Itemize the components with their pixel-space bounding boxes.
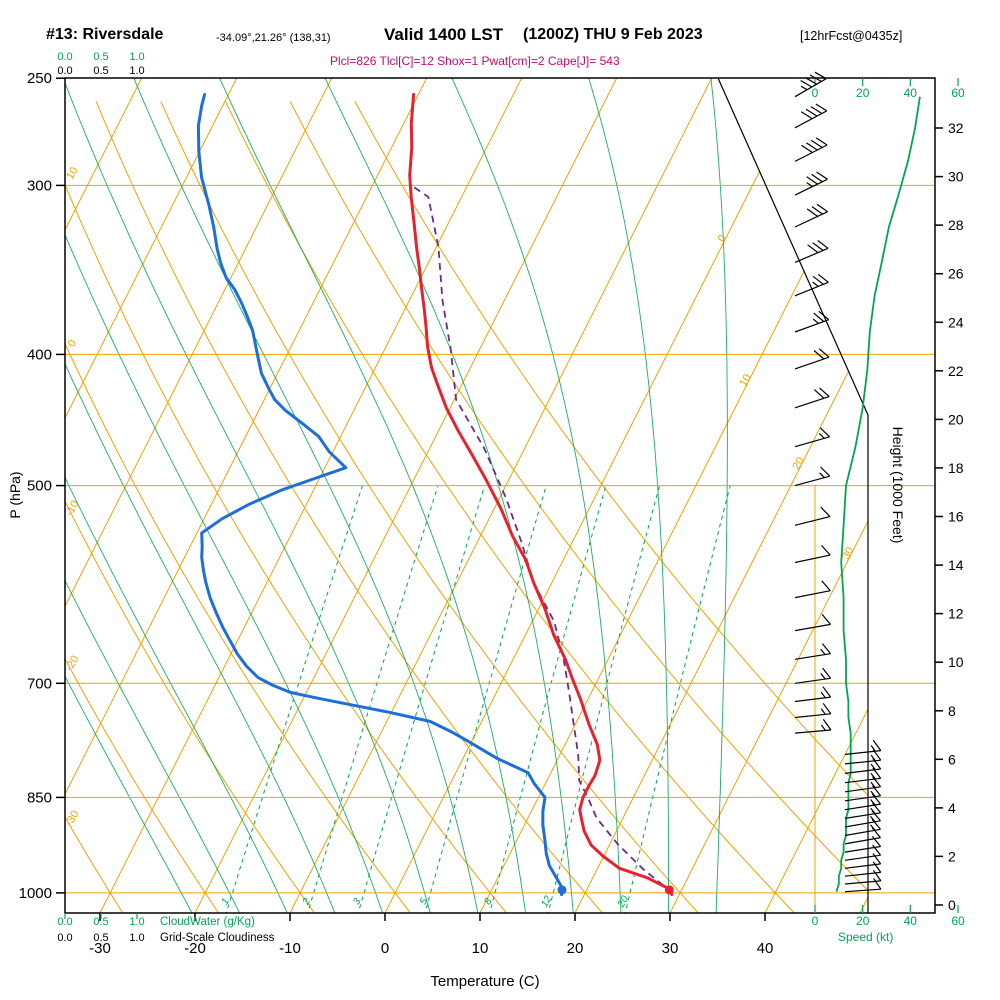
svg-text:14: 14 bbox=[948, 557, 964, 573]
valid-time-label: Valid 1400 LST bbox=[384, 25, 504, 44]
svg-text:40: 40 bbox=[757, 940, 774, 957]
svg-text:30: 30 bbox=[948, 169, 964, 185]
svg-text:20: 20 bbox=[790, 455, 807, 472]
svg-text:1.0: 1.0 bbox=[129, 916, 144, 928]
svg-text:-10: -10 bbox=[279, 940, 301, 957]
svg-text:20: 20 bbox=[615, 894, 631, 910]
svg-text:0: 0 bbox=[948, 897, 956, 913]
svg-text:0.0: 0.0 bbox=[57, 916, 72, 928]
svg-text:-30: -30 bbox=[89, 940, 111, 957]
svg-text:-10: -10 bbox=[63, 499, 81, 519]
svg-text:60: 60 bbox=[951, 914, 965, 928]
svg-text:8: 8 bbox=[482, 896, 495, 907]
svg-text:0.5: 0.5 bbox=[93, 65, 108, 77]
svg-text:40: 40 bbox=[904, 914, 918, 928]
svg-text:Height (1000 Feet): Height (1000 Feet) bbox=[890, 427, 906, 544]
svg-text:12: 12 bbox=[948, 606, 964, 622]
svg-text:0: 0 bbox=[716, 233, 729, 244]
svg-text:6: 6 bbox=[948, 751, 956, 767]
svg-text:2: 2 bbox=[300, 896, 313, 908]
svg-text:850: 850 bbox=[27, 789, 52, 806]
mixing-ratio-lines bbox=[224, 485, 731, 913]
svg-text:24: 24 bbox=[948, 314, 964, 330]
svg-text:28: 28 bbox=[948, 217, 964, 233]
svg-text:10: 10 bbox=[948, 654, 964, 670]
svg-text:0.0: 0.0 bbox=[57, 932, 72, 944]
svg-text:700: 700 bbox=[27, 675, 52, 692]
svg-text:8: 8 bbox=[948, 703, 956, 719]
svg-text:CloudWater (g/Kg): CloudWater (g/Kg) bbox=[160, 916, 255, 928]
svg-text:22: 22 bbox=[948, 363, 964, 379]
forecast-tag: [12hrFcst@0435z] bbox=[800, 29, 903, 43]
moist-adiabat-lines bbox=[65, 78, 728, 913]
svg-text:0: 0 bbox=[66, 338, 79, 349]
isotherm-lines bbox=[65, 78, 868, 913]
svg-text:4: 4 bbox=[948, 800, 956, 816]
svg-text:0: 0 bbox=[381, 940, 389, 957]
svg-text:1: 1 bbox=[220, 897, 232, 907]
wind-barbs bbox=[794, 71, 882, 893]
svg-text:1.0: 1.0 bbox=[129, 51, 144, 63]
svg-text:2: 2 bbox=[948, 848, 956, 864]
svg-text:30: 30 bbox=[840, 545, 857, 562]
svg-text:0.5: 0.5 bbox=[93, 932, 108, 944]
svg-text:Temperature (C): Temperature (C) bbox=[430, 973, 539, 990]
svg-text:32: 32 bbox=[948, 120, 964, 136]
svg-text:5: 5 bbox=[418, 896, 431, 907]
svg-text:0.5: 0.5 bbox=[93, 51, 108, 63]
svg-text:0.5: 0.5 bbox=[93, 916, 108, 928]
plot-frame bbox=[64, 77, 936, 914]
valid-date-label: (1200Z) THU 9 Feb 2023 bbox=[523, 26, 703, 43]
sounding-profiles bbox=[196, 93, 674, 897]
svg-text:26: 26 bbox=[948, 266, 964, 282]
svg-text:3: 3 bbox=[351, 896, 364, 907]
svg-text:Speed (kt): Speed (kt) bbox=[838, 930, 893, 944]
svg-text:18: 18 bbox=[948, 460, 964, 476]
svg-text:10: 10 bbox=[64, 165, 81, 182]
svg-text:30: 30 bbox=[662, 940, 679, 957]
svg-text:-20: -20 bbox=[63, 654, 81, 674]
svg-text:10: 10 bbox=[737, 372, 754, 389]
svg-text:0.0: 0.0 bbox=[57, 51, 72, 63]
stability-indices: Plcl=826 Tlcl[C]=12 Shox=1 Pwat[cm]=2 Ca… bbox=[330, 54, 620, 68]
svg-text:-30: -30 bbox=[63, 809, 81, 829]
cloud-scales: 0.0 0.0 0.0 0.0 0.5 0.5 0.5 0.5 1.0 1.0 1.0 1.0 Clou… bbox=[57, 51, 274, 944]
svg-text:300: 300 bbox=[27, 177, 52, 194]
svg-text:10: 10 bbox=[472, 940, 489, 957]
svg-text:0: 0 bbox=[812, 86, 819, 100]
svg-text:20: 20 bbox=[567, 940, 584, 957]
svg-text:20: 20 bbox=[948, 411, 964, 427]
surface-dewpoint-dot bbox=[557, 885, 567, 895]
svg-text:1000: 1000 bbox=[19, 885, 52, 902]
svg-text:250: 250 bbox=[27, 70, 52, 87]
wind-speed-curve bbox=[835, 96, 921, 892]
svg-text:0: 0 bbox=[812, 914, 819, 928]
svg-text:60: 60 bbox=[951, 86, 965, 100]
svg-text:P (hPa): P (hPa) bbox=[7, 471, 23, 518]
svg-text:20: 20 bbox=[856, 914, 870, 928]
station-coords: -34.09°,21.26° (138,31) bbox=[216, 32, 331, 44]
svg-text:0.0: 0.0 bbox=[57, 65, 72, 77]
station-title: #13: Riversdale bbox=[46, 26, 164, 43]
svg-text:1.0: 1.0 bbox=[129, 932, 144, 944]
svg-text:Grid-Scale Cloudiness: Grid-Scale Cloudiness bbox=[160, 932, 275, 944]
pressure-gridlines bbox=[65, 184, 935, 913]
svg-text:40: 40 bbox=[904, 86, 918, 100]
svg-text:-20: -20 bbox=[184, 940, 206, 957]
surface-temp-dot bbox=[664, 885, 674, 895]
svg-text:20: 20 bbox=[856, 86, 870, 100]
svg-text:400: 400 bbox=[27, 346, 52, 363]
svg-text:16: 16 bbox=[948, 509, 964, 525]
svg-text:1.0: 1.0 bbox=[129, 65, 144, 77]
svg-text:12: 12 bbox=[539, 894, 554, 910]
svg-text:500: 500 bbox=[27, 478, 52, 495]
